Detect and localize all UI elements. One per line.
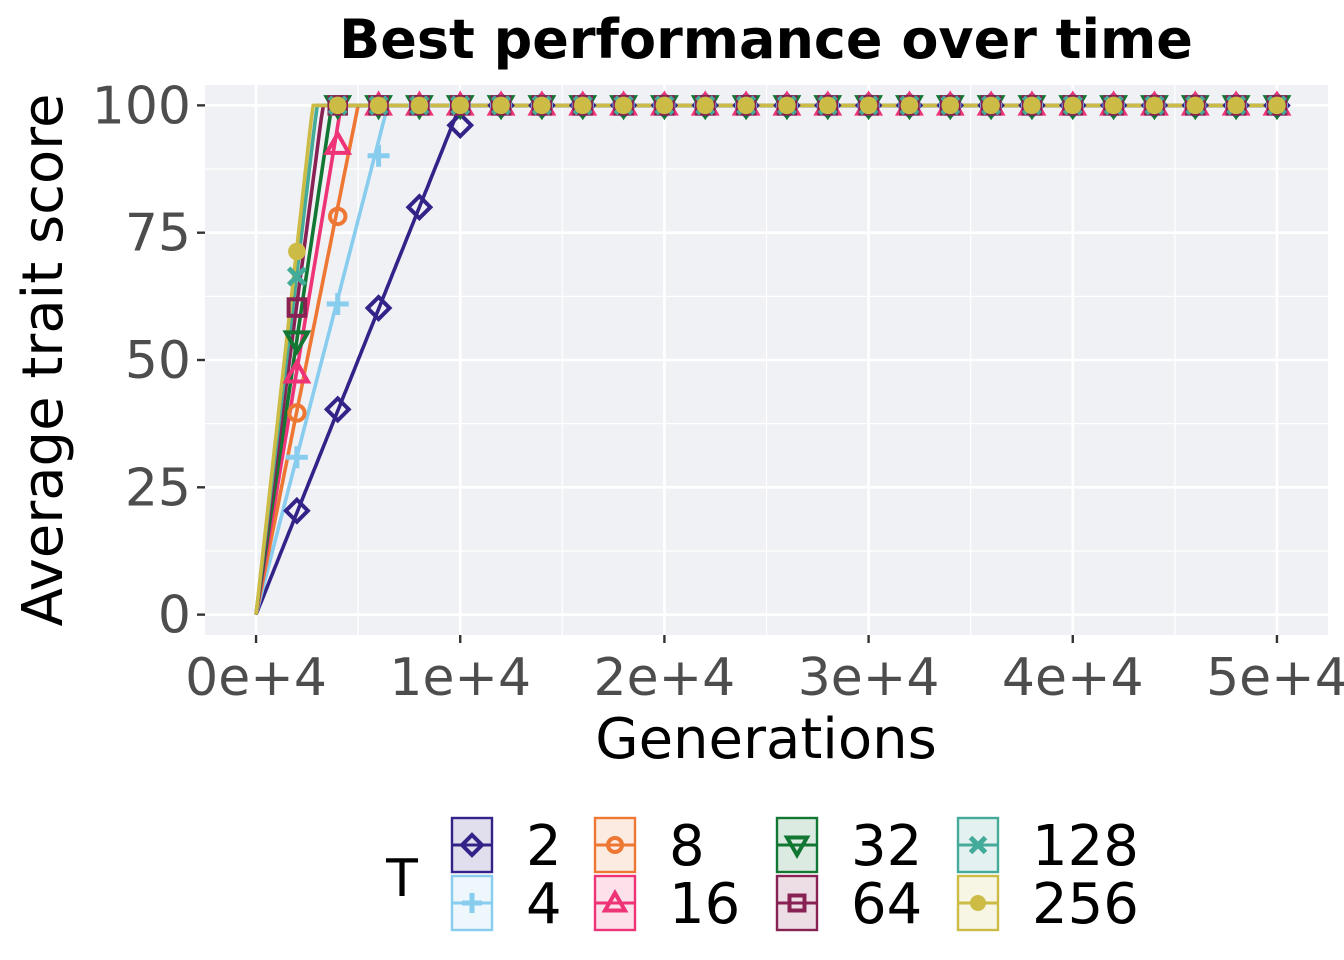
marker-dot — [492, 96, 510, 115]
marker-plus — [367, 144, 390, 167]
marker-dot — [970, 895, 986, 911]
marker-dot — [369, 96, 388, 115]
legend-key-256: 256 — [956, 872, 1139, 937]
legend-label: 4 — [526, 872, 562, 937]
marker-cross — [968, 835, 988, 855]
marker-diamond — [323, 395, 352, 424]
marker-plus — [285, 446, 308, 469]
marker-dot — [778, 96, 796, 115]
marker-diamond — [446, 111, 475, 140]
marker-dot — [614, 96, 633, 115]
y-tick-label: 100 — [92, 76, 191, 136]
marker-triangle-down — [783, 835, 811, 860]
chart-title: Best performance over time — [339, 8, 1193, 71]
legend-key-128: 128 — [956, 814, 1139, 879]
marker-circle — [287, 403, 307, 423]
legend-label: 8 — [669, 814, 705, 879]
marker-diamond — [459, 832, 485, 858]
legend-key-16: 16 — [593, 872, 740, 937]
x-tick-label: 5e+4 — [1206, 648, 1344, 708]
marker-dot — [573, 96, 592, 115]
marker-triangle-up — [282, 358, 312, 384]
x-tick-label: 0e+4 — [185, 648, 327, 708]
legend-label: 2 — [526, 814, 562, 879]
legend-label: 256 — [1032, 872, 1139, 937]
legend-label: 128 — [1032, 814, 1139, 879]
legend-key-2: 2 — [450, 814, 562, 879]
marker-plus — [326, 292, 349, 315]
x-tick-label: 4e+4 — [1002, 648, 1144, 708]
legend-label: 32 — [851, 814, 922, 879]
y-tick-label: 25 — [125, 458, 191, 518]
marker-triangle-down — [282, 330, 312, 356]
x-tick-label: 2e+4 — [594, 648, 736, 708]
marker-plus — [462, 893, 482, 913]
marker-square — [286, 297, 308, 318]
legend-key-32: 32 — [775, 814, 922, 879]
marker-dot — [451, 96, 470, 115]
marker-diamond — [364, 294, 393, 322]
legend-key-64: 64 — [775, 872, 922, 937]
marker-triangle-up — [323, 129, 353, 155]
marker-dot — [410, 96, 429, 115]
marker-dot — [696, 96, 715, 115]
marker-dot — [818, 96, 837, 115]
y-tick-label: 0 — [158, 586, 191, 646]
marker-dot — [1063, 96, 1082, 115]
marker-dot — [533, 96, 551, 115]
y-axis-label: Average trait score — [11, 94, 76, 627]
marker-dot — [655, 96, 674, 115]
x-axis-label: Generations — [595, 707, 937, 772]
marker-triangle-up — [601, 888, 629, 913]
marker-dot — [288, 242, 306, 261]
marker-diamond — [405, 193, 434, 222]
legend-label: 16 — [669, 872, 740, 937]
marker-circle — [328, 206, 348, 227]
marker-dot — [900, 96, 919, 115]
marker-circle — [606, 836, 624, 854]
legend-key-4: 4 — [450, 872, 562, 937]
series-markers — [282, 90, 1292, 525]
marker-dot — [1145, 96, 1164, 115]
x-tick-label: 3e+4 — [798, 648, 940, 708]
marker-dot — [328, 96, 347, 115]
legend-label: 64 — [851, 872, 922, 937]
x-axis: 0e+4 1e+4 2e+4 3e+4 4e+4 5e+4 — [185, 635, 1344, 708]
y-tick-label: 50 — [125, 331, 191, 391]
marker-diamond — [283, 496, 311, 525]
marker-dot — [1023, 96, 1041, 115]
marker-dot — [982, 96, 1000, 115]
marker-dot — [737, 96, 755, 115]
marker-dot — [1186, 96, 1205, 115]
marker-dot — [1227, 96, 1245, 115]
x-tick-label: 1e+4 — [389, 648, 531, 708]
marker-dot — [1268, 96, 1286, 115]
marker-square — [787, 893, 807, 913]
series-markers-256 — [288, 96, 1286, 261]
marker-dot — [1104, 96, 1123, 115]
y-axis: 0 25 50 75 100 — [92, 76, 205, 646]
y-tick-label: 75 — [125, 204, 191, 264]
marker-dot — [859, 96, 878, 115]
legend-title: T — [385, 849, 418, 909]
marker-dot — [941, 96, 960, 115]
legend-key-8: 8 — [593, 814, 705, 879]
marker-cross — [286, 266, 307, 287]
